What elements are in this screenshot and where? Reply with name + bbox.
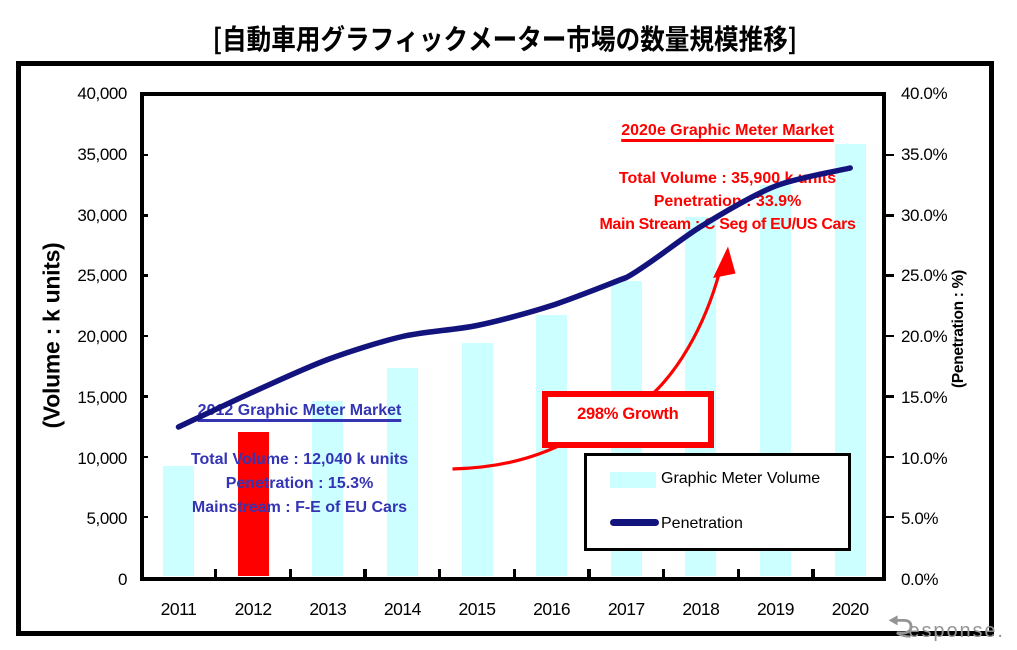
svg-text:esponse.: esponse. bbox=[909, 620, 1005, 642]
